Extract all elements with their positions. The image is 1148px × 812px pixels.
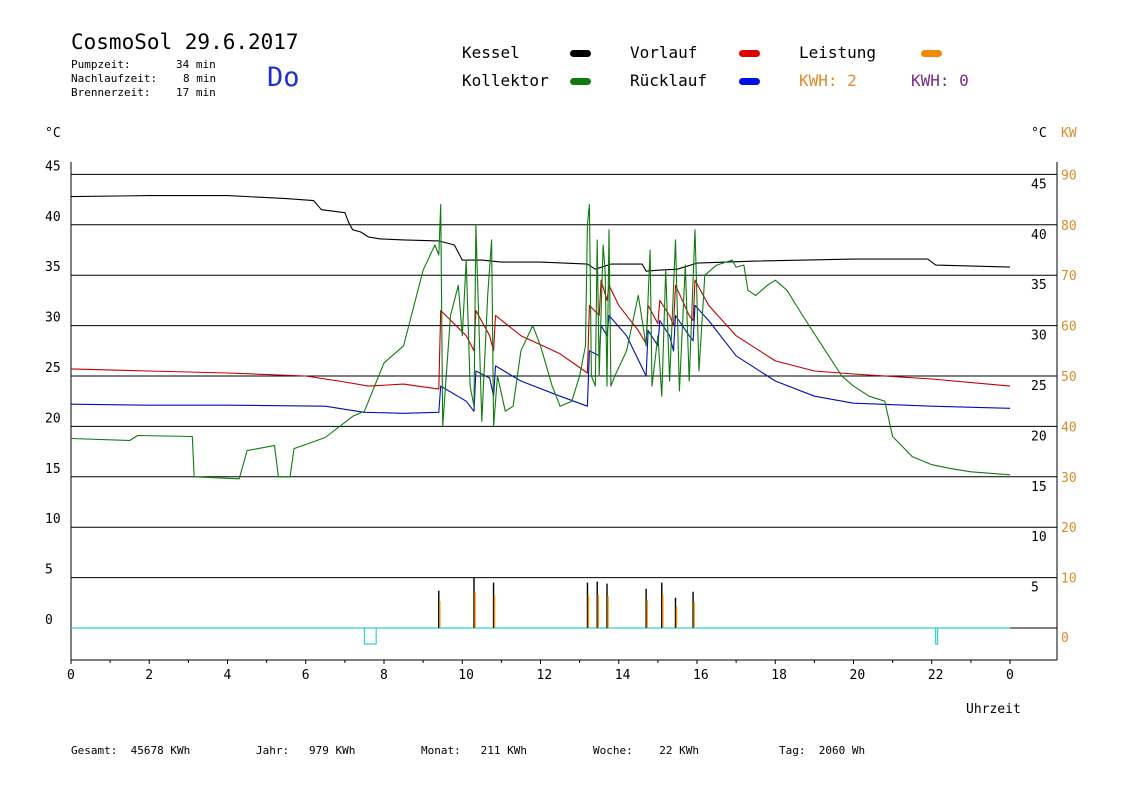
legend-ruecklauf-label: Rücklauf	[630, 71, 708, 90]
y-tick-label-right-kw: 30	[1061, 471, 1077, 486]
pump-segment	[935, 628, 939, 645]
y-tick-label-left: 10	[45, 512, 61, 527]
legend-vorlauf-label: Vorlauf	[630, 43, 698, 62]
pumpzeit-value: 34 min	[176, 58, 216, 71]
y-tick-label-right-kw: 60	[1061, 320, 1077, 335]
x-tick-label: 2	[145, 668, 153, 683]
series-line-vorlauf	[70, 279, 1011, 390]
x-tick-label: 20	[850, 668, 866, 683]
y-tick-label-right-kw: 40	[1061, 420, 1077, 435]
y-tick-label-right-c: 10	[1031, 530, 1047, 545]
y-tick-label-left: 20	[45, 411, 61, 426]
y-tick-label-right-c: 15	[1031, 480, 1047, 495]
legend-leistung-swatch	[921, 50, 942, 57]
y-tick-label-right-kw: 20	[1061, 521, 1077, 536]
x-tick-label: 18	[771, 668, 787, 683]
y-tick-label-left: 30	[45, 311, 61, 326]
x-tick-label: 16	[693, 668, 709, 683]
legend-kollektor-label: Kollektor	[462, 71, 549, 90]
y-tick-label-left: 40	[45, 210, 61, 225]
legend-kwh-solar: KWH: 2	[799, 71, 857, 90]
x-axis-label: Uhrzeit	[966, 702, 1021, 717]
x-tick-label: 8	[380, 668, 388, 683]
y-tick-label-left: 25	[45, 361, 61, 376]
y-tick-label-right-kw: 90	[1061, 168, 1077, 183]
footer-jahr: Jahr: 979 KWh	[256, 744, 356, 757]
series-line-kessel	[70, 195, 1011, 272]
x-tick-label: 0	[1006, 668, 1014, 683]
right-unit-kw: KW	[1061, 126, 1077, 141]
x-tick-label: 0	[67, 668, 75, 683]
left-unit-label: °C	[45, 126, 61, 141]
y-tick-label-right-c: 35	[1031, 278, 1047, 293]
y-tick-label-right-c: 5	[1031, 581, 1039, 596]
nachlaufzeit-value: 8 min	[183, 72, 217, 85]
x-tick-label: 6	[302, 668, 310, 683]
legend-kessel-swatch	[570, 50, 591, 57]
y-tick-label-left: 15	[45, 462, 61, 477]
y-tick-label-right-c: 45	[1031, 177, 1047, 192]
series-line-kollektor	[70, 204, 1011, 480]
legend-kessel-label: Kessel	[462, 43, 520, 62]
y-tick-label-left: 5	[45, 563, 53, 578]
footer-monat: Monat: 211 KWh	[421, 744, 527, 757]
legend-ruecklauf-swatch	[739, 78, 760, 85]
footer-gesamt: Gesamt: 45678 KWh	[71, 744, 191, 757]
y-tick-label-left: 35	[45, 260, 61, 275]
right-unit-celsius: °C	[1031, 126, 1047, 141]
legend-vorlauf-swatch	[739, 50, 760, 57]
y-tick-label-right-kw: 70	[1061, 269, 1077, 284]
x-tick-label: 14	[615, 668, 631, 683]
pump-segment	[363, 628, 377, 645]
x-tick-label: 22	[928, 668, 944, 683]
y-tick-label-right-kw: 10	[1061, 572, 1077, 587]
brennerzeit-label: Brennerzeit:	[71, 86, 151, 99]
y-tick-label-right-kw: 0	[1061, 631, 1069, 646]
legend-leistung-label: Leistung	[799, 43, 877, 62]
chart-title: CosmoSol 29.6.2017	[71, 30, 299, 54]
y-tick-label-right-c: 30	[1031, 329, 1047, 344]
footer-woche: Woche: 22 KWh	[593, 744, 699, 757]
series-line-rcklauf	[70, 304, 1011, 414]
y-tick-label-right-c: 20	[1031, 429, 1047, 444]
legend-kollektor-swatch	[570, 78, 591, 85]
y-tick-label-left: 0	[45, 613, 53, 628]
x-tick-label: 12	[537, 668, 553, 683]
x-tick-label: 4	[224, 668, 232, 683]
y-tick-label-right-kw: 80	[1061, 219, 1077, 234]
y-tick-label-left: 45	[45, 159, 61, 174]
x-tick-label: 10	[458, 668, 474, 683]
legend-kwh-burner: KWH: 0	[911, 71, 969, 90]
y-tick-label-right-c: 40	[1031, 228, 1047, 243]
y-tick-label-right-kw: 50	[1061, 370, 1077, 385]
pumpzeit-label: Pumpzeit:	[71, 58, 131, 71]
footer-tag: Tag: 2060 Wh	[779, 744, 866, 757]
nachlaufzeit-label: Nachlaufzeit:	[71, 72, 158, 85]
brennerzeit-value: 17 min	[176, 86, 216, 99]
weekday-label: Do	[267, 62, 300, 93]
y-tick-label-right-c: 25	[1031, 379, 1047, 394]
